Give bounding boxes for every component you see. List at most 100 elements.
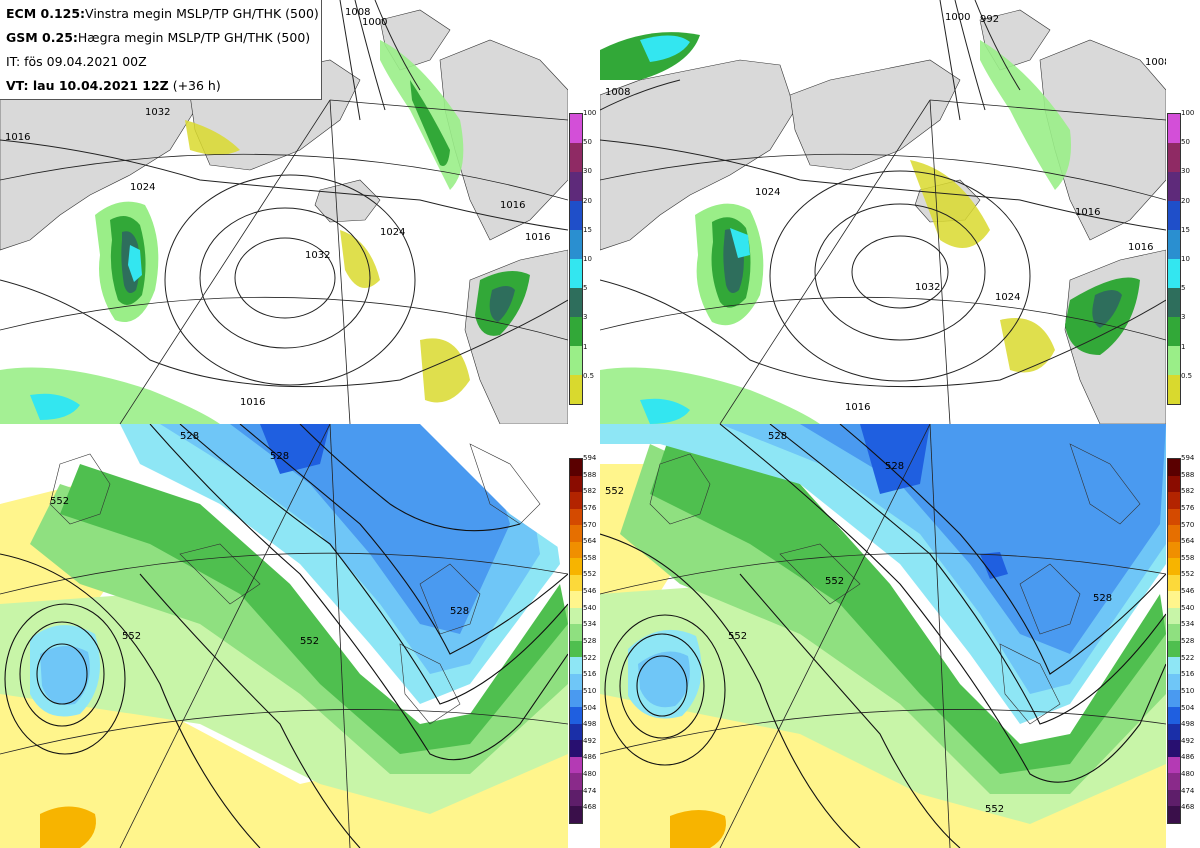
colorbar-label: 510: [583, 686, 597, 695]
colorbar-label: 588: [583, 470, 597, 479]
isobar-label: 1016: [1128, 242, 1153, 253]
colorbar-swatch: [570, 541, 582, 559]
colorbar-label: 480: [583, 770, 597, 779]
contour-label: 552: [825, 576, 844, 587]
colorbar-label: 564: [1181, 537, 1195, 546]
colorbar-label: 552: [1181, 570, 1195, 579]
colorbar-label: 20: [583, 196, 592, 205]
thickness-white-corner-right: [420, 424, 568, 554]
colorbar-label: 50: [1181, 138, 1190, 147]
contour-label: 552: [605, 486, 624, 497]
colorbar-swatch: [1168, 143, 1180, 172]
colorbar-label: 0.5: [1181, 371, 1193, 380]
colorbar-label: 540: [1181, 603, 1195, 612]
colorbar-label: 50: [583, 138, 592, 147]
precip-svalbard-core: [410, 80, 450, 166]
gsm-model-label: GSM 0.25:: [6, 30, 78, 45]
valid-time-row: VT: lau 10.04.2021 12Z (+36 h): [6, 76, 315, 100]
colorbar-swatch: [1168, 624, 1180, 641]
colorbar-label: 1: [583, 342, 588, 351]
isobar-label: 1008: [1145, 57, 1166, 68]
height-contours: [0, 424, 568, 848]
colorbar-swatch: [1168, 114, 1180, 143]
colorbar-label: 594: [583, 454, 597, 462]
thickness-field-green: [30, 484, 568, 774]
precip-yellow-1: [185, 120, 240, 155]
colorbar-swatch: [570, 607, 582, 625]
colorbar-swatch: [1168, 259, 1180, 288]
colorbar-label: 492: [1181, 736, 1195, 745]
colorbar-label: 552: [583, 570, 597, 579]
colorbar-swatch: [1168, 375, 1180, 404]
isobars: [600, 0, 1166, 388]
precip-cell-cyan: [730, 228, 750, 258]
thickness-colorbar-left: 594 588 582 576 570 564 558 552 546 540 534 528 522 5…: [569, 454, 601, 824]
colorbar-swatch: [1168, 723, 1180, 741]
colorbar-label: 522: [583, 653, 597, 662]
isobar-label: 1032: [915, 282, 940, 293]
colorbar-swatch: [1168, 475, 1180, 493]
colorbar-label: 540: [583, 603, 597, 612]
thickness-field-mid-blue: [800, 424, 1166, 654]
colorbar-swatch: [1168, 317, 1180, 346]
contour-label: 528: [885, 461, 904, 472]
isobar-label: 1016: [1075, 207, 1100, 218]
precip-top-left-core: [640, 35, 690, 62]
colorbar-label: 588: [1181, 470, 1195, 479]
forecast-info-box: ECM 0.125:Vinstra megin MSLP/TP GH/THK (…: [0, 0, 322, 100]
colorbar-label: 20: [1181, 196, 1190, 205]
colorbar-label: 10: [583, 255, 592, 263]
colorbar-swatch: [570, 640, 582, 658]
contour-label: 528: [768, 431, 787, 442]
isobar-label: 1016: [500, 200, 525, 211]
precip-bottom-cell: [640, 398, 690, 424]
thickness-colorbar-right: 594 588 582 576 570 564 558 552 546 540 534 528 522 5…: [1167, 454, 1199, 824]
ecm-model-row: ECM 0.125:Vinstra megin MSLP/TP GH/THK (…: [6, 4, 319, 28]
colorbar-label: 486: [583, 753, 597, 762]
colorbar-swatch: [570, 114, 582, 143]
colorbar-label: 594: [1181, 454, 1195, 462]
gsm-thickness-map: 528 528 552 552 552 552 528: [600, 424, 1166, 848]
colorbar-swatch: [1168, 789, 1180, 807]
precip-norway-core: [489, 286, 515, 322]
isobar-label: 992: [980, 14, 999, 25]
precip-colorbar-left: 100 50 30 20 15 10 5 3 1 0.5: [569, 109, 601, 405]
isobar-label: 1000: [945, 12, 970, 23]
isobar-label: 1016: [525, 232, 550, 243]
colorbar-swatch: [1168, 574, 1180, 592]
map-panel-gsm-mslp-precip: 1008 1000 992 1024 1032 1024 1016 1016 1…: [600, 0, 1166, 424]
isobars: [0, 0, 568, 388]
land-iceland: [314, 179, 381, 223]
colorbar-label: 15: [583, 225, 592, 234]
graticule: [600, 99, 1166, 424]
graticule: [0, 424, 568, 848]
isobar-label: 1016: [240, 397, 265, 408]
colorbar-label: 534: [583, 620, 597, 629]
thickness-field-orange: [670, 810, 726, 848]
colorbar-label: 3: [583, 313, 588, 322]
colorbar-swatch: [1168, 288, 1180, 317]
colorbar-swatch: [1168, 172, 1180, 201]
thickness-upper-low-core: [40, 645, 90, 705]
map-panel-gsm-500hpa: 528 528 552 552 552 552 528: [600, 424, 1166, 848]
colorbar-swatch: [570, 492, 582, 509]
colorbar-swatch: [570, 143, 582, 172]
colorbar-label: 100: [583, 109, 597, 117]
coastlines: [649, 443, 1141, 725]
isobar-label: 1024: [995, 292, 1020, 303]
colorbar-swatch: [570, 230, 582, 259]
isobar-label: 1016: [5, 132, 30, 143]
colorbar-swatch: [570, 756, 582, 774]
contour-label: 552: [122, 631, 141, 642]
colorbar-swatch: [570, 201, 582, 230]
isobar-label: 1008: [345, 7, 370, 18]
colorbar-swatch: [570, 723, 582, 741]
isobar-label: 1032: [145, 107, 170, 118]
colorbar-label: 504: [583, 703, 597, 712]
colorbar-label: 486: [1181, 753, 1195, 762]
gsm-model-row: GSM 0.25:Hægra megin MSLP/TP GH/THK (500…: [6, 28, 315, 52]
colorbar-swatch: [1168, 346, 1180, 375]
isobar-label: 1024: [380, 227, 405, 238]
colorbar-label: 492: [583, 736, 597, 745]
init-time: IT: fös 09.04.2021 00Z: [6, 54, 147, 69]
